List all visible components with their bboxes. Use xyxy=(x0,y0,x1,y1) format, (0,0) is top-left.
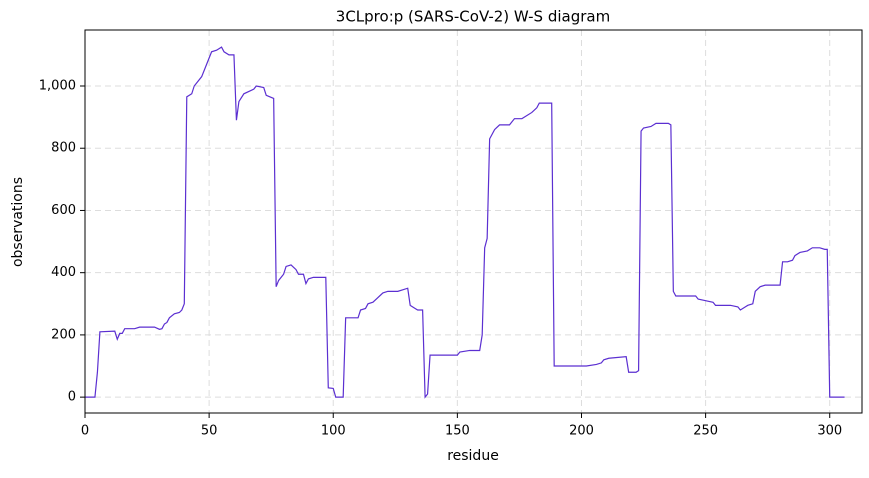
x-tick-label: 300 xyxy=(817,424,842,439)
data-line xyxy=(85,46,845,399)
y-tick-label: 600 xyxy=(51,203,76,218)
x-tick-label: 200 xyxy=(569,424,594,439)
x-tick-label: 150 xyxy=(445,424,470,439)
y-tick-label: 400 xyxy=(51,265,76,280)
x-tick-label: 100 xyxy=(321,424,346,439)
chart-title: 3CLpro:p (SARS-CoV-2) W-S diagram xyxy=(336,8,610,26)
x-tick-label: 50 xyxy=(201,424,218,439)
x-tick-label: 0 xyxy=(81,424,89,439)
y-tick-label: 1,000 xyxy=(39,79,76,94)
y-tick-label: 200 xyxy=(51,327,76,342)
x-axis-label: residue xyxy=(447,448,499,464)
y-tick-label: 0 xyxy=(68,390,76,405)
plot-frame xyxy=(84,29,863,414)
x-tick-label: 250 xyxy=(693,424,718,439)
y-axis-label: observations xyxy=(10,177,26,267)
y-tick-label: 800 xyxy=(51,141,76,156)
